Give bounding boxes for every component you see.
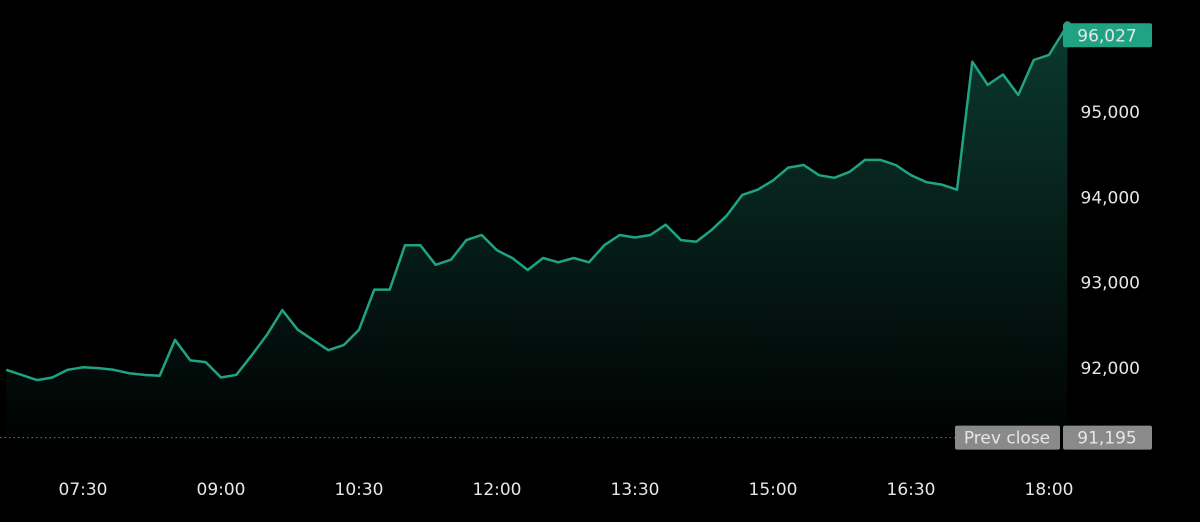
prev-close-value: 91,195 xyxy=(1077,429,1136,449)
area-fill xyxy=(6,25,1068,455)
price-line xyxy=(5,24,1069,382)
current-badge xyxy=(1063,23,1152,48)
x-tick-label: 15:00 xyxy=(749,480,798,500)
x-tick-label: 16:30 xyxy=(887,480,936,500)
x-tick-label: 13:30 xyxy=(611,480,660,500)
x-tick-label: 12:00 xyxy=(473,480,522,500)
x-tick-label: 07:30 xyxy=(59,480,108,500)
y-tick-label: 92,000 xyxy=(1081,359,1140,379)
y-tick-label: 94,000 xyxy=(1081,188,1140,208)
prev-close-value-badge xyxy=(1063,425,1152,450)
x-tick-label: 09:00 xyxy=(197,480,246,500)
x-tick-label: 18:00 xyxy=(1025,480,1074,500)
y-tick-label: 93,000 xyxy=(1081,274,1140,294)
x-tick-label: 10:30 xyxy=(335,480,384,500)
current-value: 96,027 xyxy=(1077,26,1136,46)
prev-close-name: Prev close xyxy=(964,429,1050,449)
y-tick-label: 95,000 xyxy=(1081,103,1140,123)
prev-close-badge xyxy=(955,425,1060,450)
